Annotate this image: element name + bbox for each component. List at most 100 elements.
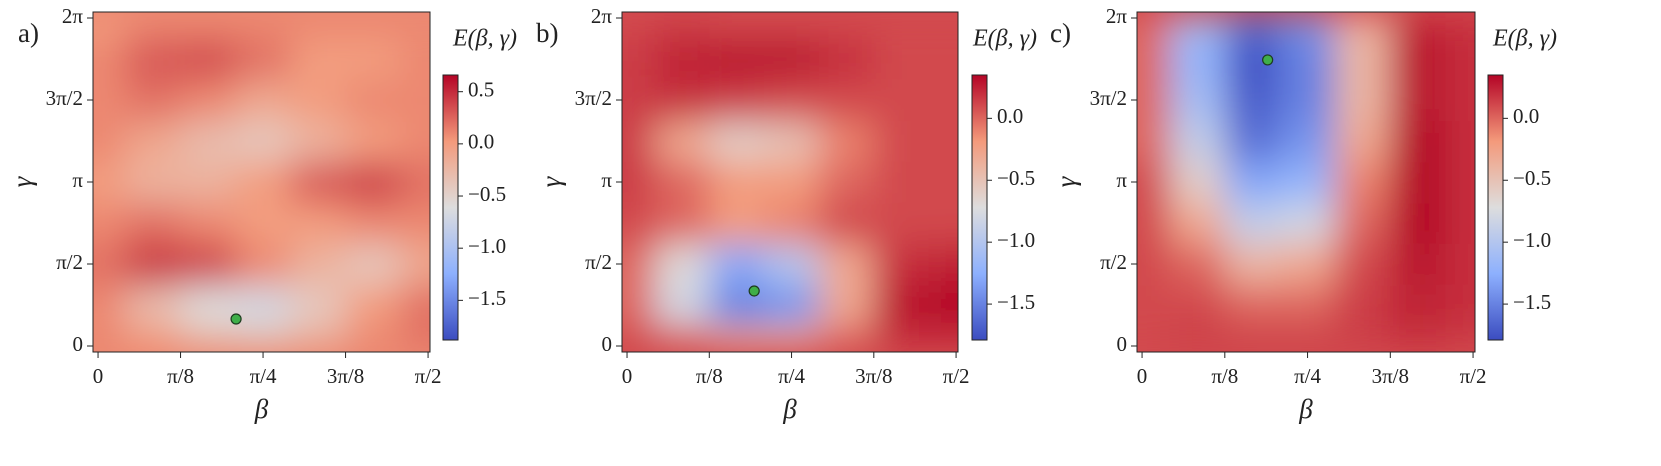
heatmap-cell — [873, 284, 930, 327]
heatmap-cell — [93, 161, 127, 203]
heatmap-cell — [1169, 243, 1226, 286]
heatmap-cell — [1224, 17, 1281, 39]
heatmap-cell — [873, 161, 930, 203]
heatmap-cell — [125, 79, 182, 122]
colorbar-tick-label: 0.0 — [468, 130, 494, 154]
heatmap-cell — [345, 243, 402, 286]
heatmap-cell — [345, 38, 402, 80]
heatmap-cell — [1224, 120, 1281, 162]
heatmap-cell — [1279, 202, 1336, 244]
heatmap-cell — [1390, 243, 1446, 286]
heatmap-cell — [180, 243, 237, 286]
heatmap-cell — [400, 17, 430, 39]
heatmap-cell — [1279, 17, 1336, 39]
heatmap-cell — [709, 79, 765, 122]
heatmap-cell — [1279, 284, 1336, 327]
heatmap-cell — [345, 161, 402, 203]
y-axis-label: γ — [1051, 175, 1081, 187]
heatmap — [622, 12, 958, 352]
heatmap-cell — [93, 202, 127, 244]
heatmap-cell — [290, 325, 347, 348]
heatmap-cell — [1169, 202, 1226, 244]
heatmap-cell — [180, 325, 237, 348]
heatmap-cell — [400, 38, 430, 80]
colorbar-tick-label: −1.0 — [468, 234, 506, 258]
heatmap-cell — [818, 284, 875, 327]
heatmap-cell — [1279, 38, 1336, 80]
panel: 0 π/8 π/4 3π/8 π/2 0 π/2 π 3π/2 2π β γ a) 0.5 0.0 −0.5 −… — [7, 4, 517, 424]
heatmap-cell — [873, 17, 930, 39]
heatmap-cell — [654, 120, 710, 162]
heatmap-cell — [1335, 38, 1391, 80]
heatmap-cell — [928, 161, 958, 203]
heatmap-cell — [1390, 38, 1446, 80]
y-tick-label: 2π — [591, 4, 613, 28]
heatmap-cell — [93, 120, 127, 162]
x-tick-label: π/2 — [943, 364, 970, 388]
heatmap-cell — [345, 325, 402, 348]
y-tick-label: π — [601, 168, 612, 192]
heatmap-cell — [1137, 161, 1171, 203]
heatmap-cell — [180, 161, 237, 203]
heatmap-cell — [928, 17, 958, 39]
heatmap-cell — [125, 243, 182, 286]
heatmap-cell — [622, 243, 655, 286]
y-tick-label: 3π/2 — [1090, 86, 1127, 110]
heatmap-cell — [654, 243, 710, 286]
heatmap-cell — [180, 79, 237, 122]
heatmap-cell — [1279, 161, 1336, 203]
heatmap-cell — [928, 202, 958, 244]
x-axis-label: β — [782, 394, 797, 424]
heatmap-cell — [235, 325, 291, 348]
heatmap-cell — [709, 202, 765, 244]
y-tick-label: 0 — [73, 332, 84, 356]
colorbar-tick-label: −0.5 — [1513, 166, 1551, 190]
heatmap-cell — [928, 79, 958, 122]
heatmap-cell — [654, 284, 710, 327]
x-tick-label: π/2 — [415, 364, 442, 388]
panel-label: c) — [1050, 18, 1071, 48]
heatmap-cell — [654, 38, 710, 80]
heatmap-cell — [622, 161, 655, 203]
heatmap-cell — [1445, 17, 1475, 39]
heatmap-cell — [818, 38, 875, 80]
colorbar — [971, 74, 988, 341]
heatmap-cell — [125, 120, 182, 162]
heatmap-cell — [290, 243, 347, 286]
heatmap-cell — [1169, 284, 1226, 327]
colorbar-tick-label: −1.0 — [1513, 228, 1551, 252]
heatmap-cell — [290, 161, 347, 203]
optimum-point — [230, 313, 242, 325]
heatmap-cell — [1390, 161, 1446, 203]
x-tick-label: 3π/8 — [855, 364, 892, 388]
heatmap-cell — [1137, 202, 1171, 244]
heatmap-cell — [93, 17, 127, 39]
heatmap-cell — [290, 120, 347, 162]
heatmap-cell — [764, 284, 820, 327]
y-tick-label: π/2 — [56, 250, 83, 274]
heatmap-cell — [1390, 284, 1446, 327]
heatmap-cell — [93, 38, 127, 80]
colorbar-tick-label: 0.5 — [468, 78, 494, 102]
heatmap-cell — [400, 284, 430, 327]
heatmap-cell — [93, 325, 127, 348]
heatmap-cell — [1169, 325, 1226, 348]
heatmap-cell — [709, 120, 765, 162]
heatmap-cell — [1335, 284, 1391, 327]
x-tick-label: 3π/8 — [1372, 364, 1409, 388]
heatmap-cell — [400, 202, 430, 244]
panel-label: b) — [536, 18, 559, 48]
heatmap-cell — [290, 79, 347, 122]
heatmap-cell — [654, 161, 710, 203]
colorbar-tick-label: −1.5 — [997, 290, 1035, 314]
heatmap-cell — [1169, 17, 1226, 39]
y-tick-label: 3π/2 — [575, 86, 612, 110]
heatmap-cell — [125, 284, 182, 327]
heatmap-cell — [1279, 120, 1336, 162]
colorbar — [442, 74, 459, 341]
heatmap-cell — [1390, 79, 1446, 122]
heatmap-cell — [764, 120, 820, 162]
optimum-point — [748, 285, 760, 297]
heatmap-cell — [654, 79, 710, 122]
heatmap-cell — [709, 325, 765, 348]
